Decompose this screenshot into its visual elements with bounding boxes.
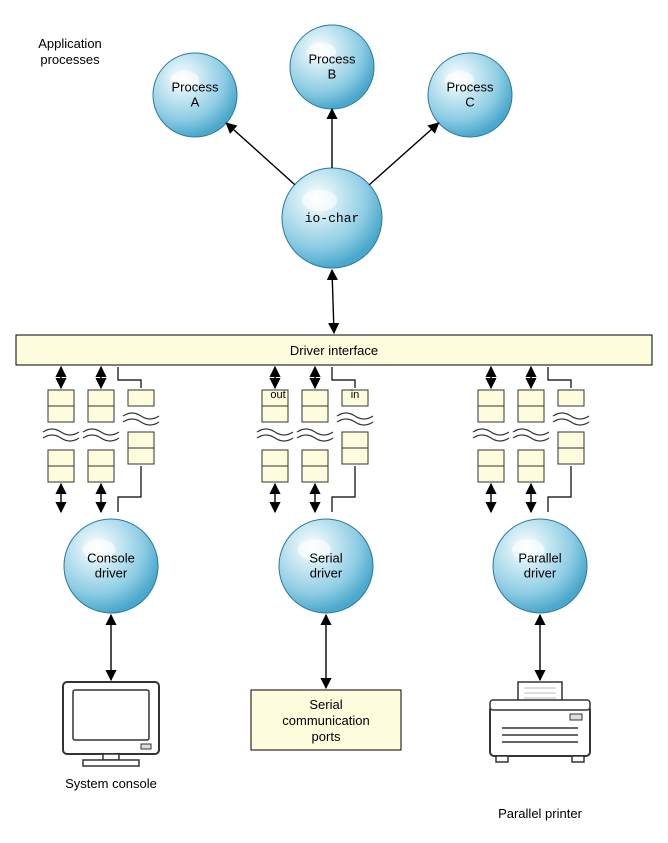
driver-interface-box: Driver interface bbox=[16, 335, 652, 365]
parallel-printer-icon: Parallel printer bbox=[490, 682, 590, 821]
svg-text:driver: driver bbox=[524, 566, 557, 581]
svg-text:communication: communication bbox=[282, 713, 369, 728]
process-b-node: ProcessB bbox=[290, 25, 374, 109]
svg-text:Process: Process bbox=[172, 80, 219, 95]
svg-text:Process: Process bbox=[447, 80, 494, 95]
serial-ports-box: Serialcommunicationports bbox=[251, 690, 401, 750]
console-driver-node: Consoledriver bbox=[64, 519, 158, 613]
svg-text:Parallel: Parallel bbox=[518, 551, 561, 566]
svg-text:driver: driver bbox=[310, 566, 343, 581]
process-c-node: ProcessC bbox=[428, 53, 512, 137]
svg-text:Process: Process bbox=[309, 52, 356, 67]
svg-text:processes: processes bbox=[40, 52, 100, 67]
parallel-printer-label: Parallel printer bbox=[498, 806, 582, 821]
process-a-node: ProcessA bbox=[153, 53, 237, 137]
svg-text:Console: Console bbox=[87, 551, 135, 566]
parallel-driver-node: Paralleldriver bbox=[493, 519, 587, 613]
svg-text:Driver interface: Driver interface bbox=[290, 343, 378, 358]
svg-text:Serial: Serial bbox=[309, 551, 342, 566]
system-console-icon: System console bbox=[63, 682, 159, 791]
system-console-label: System console bbox=[65, 776, 157, 791]
svg-text:out: out bbox=[270, 389, 285, 401]
io-char-node: io-char bbox=[282, 168, 382, 268]
svg-text:A: A bbox=[191, 95, 200, 110]
application-processes-label: Applicationprocesses bbox=[38, 36, 102, 67]
svg-text:io-char: io-char bbox=[305, 211, 360, 226]
svg-text:ports: ports bbox=[312, 729, 341, 744]
svg-text:driver: driver bbox=[95, 566, 128, 581]
svg-text:B: B bbox=[328, 67, 337, 82]
serial-driver-node: Serialdriver bbox=[279, 519, 373, 613]
svg-text:in: in bbox=[351, 389, 360, 401]
svg-text:Application: Application bbox=[38, 36, 102, 51]
svg-text:C: C bbox=[465, 95, 474, 110]
svg-text:Serial: Serial bbox=[309, 697, 342, 712]
